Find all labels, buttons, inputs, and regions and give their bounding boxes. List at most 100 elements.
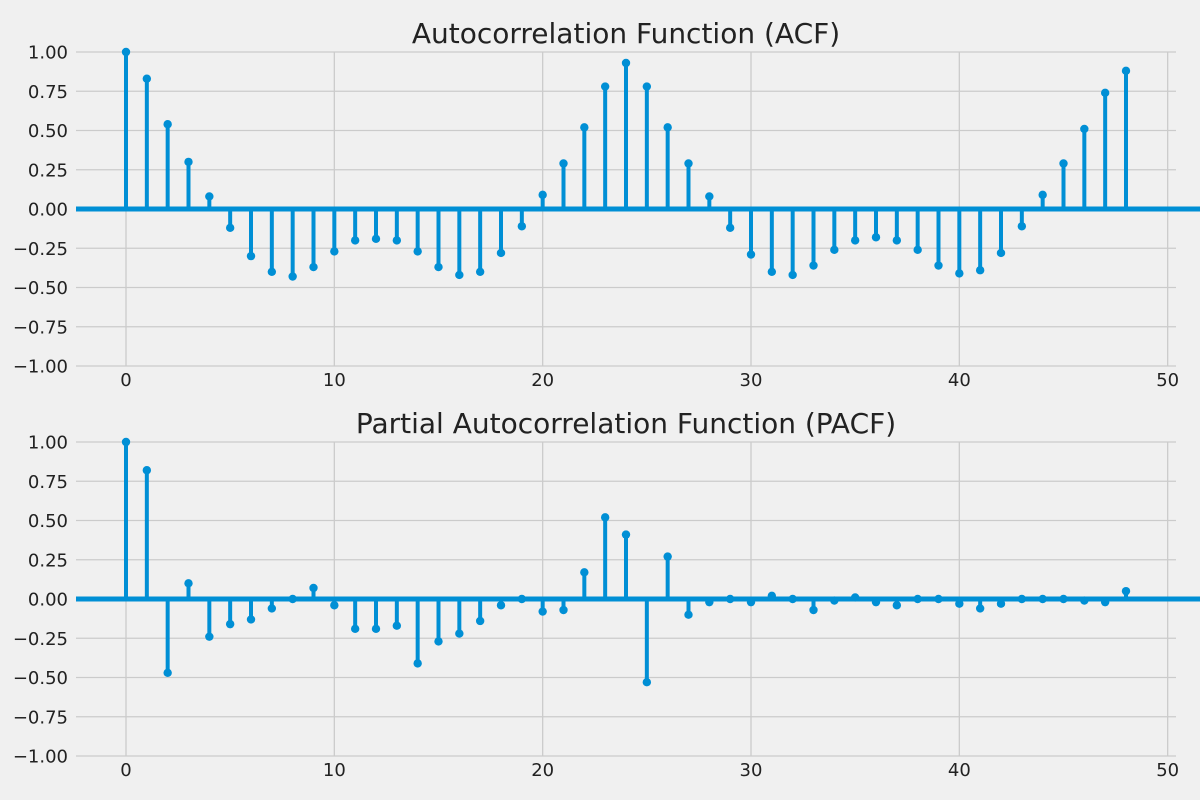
pacf-stem-marker xyxy=(121,437,131,447)
pacf-stem-marker xyxy=(350,624,360,634)
acf-stem-marker xyxy=(850,236,860,245)
acf-stem-marker xyxy=(455,270,464,280)
pacf-x-tick-label: 40 xyxy=(948,760,971,781)
pacf-stem-marker xyxy=(246,615,256,624)
acf-stem-marker xyxy=(580,123,589,132)
acf-stem-marker xyxy=(955,269,964,278)
acf-stem-marker xyxy=(121,47,131,57)
acf-stem-marker xyxy=(1059,159,1068,168)
acf-stem-marker xyxy=(809,261,818,270)
pacf-stem-marker xyxy=(142,466,152,475)
acf-stem-marker xyxy=(725,223,735,233)
pacf-stem-marker xyxy=(371,624,381,634)
acf-stem-marker xyxy=(288,272,297,281)
pacf-y-tick-label: 0.75 xyxy=(28,472,68,493)
acf-stem-marker xyxy=(892,236,902,245)
acf-stem-marker xyxy=(330,247,339,256)
acf-stem-marker xyxy=(309,262,318,272)
acf-stem-marker xyxy=(475,267,485,276)
pacf-stem-marker xyxy=(455,629,464,638)
pacf-x-tick-label: 30 xyxy=(740,760,763,781)
acf-y-tick-label: −0.50 xyxy=(13,278,68,299)
pacf-panel: Partial Autocorrelation Function (PACF) … xyxy=(13,407,1200,781)
pacf-stem-marker xyxy=(892,601,902,610)
acf-stem-marker xyxy=(934,261,943,270)
pacf-stem-marker xyxy=(475,616,485,626)
acf-stem-marker xyxy=(225,223,235,233)
acf-stem-marker xyxy=(496,248,506,258)
pacf-x-tick-label: 10 xyxy=(323,760,346,781)
acf-stem-marker xyxy=(788,270,797,280)
acf-stem-marker xyxy=(913,245,922,255)
acf-stem-marker xyxy=(746,250,756,259)
acf-stem-marker xyxy=(621,58,631,68)
pacf-y-tick-label: 0.00 xyxy=(28,590,68,611)
acf-y-tick-label: 0.75 xyxy=(28,82,68,103)
acf-stem-marker xyxy=(163,120,172,129)
pacf-stem-marker xyxy=(809,605,818,615)
acf-stem-marker xyxy=(975,266,985,275)
pacf-y-tick-label: −1.00 xyxy=(13,747,68,768)
acf-panel: Autocorrelation Function (ACF) −1.00 −0.7… xyxy=(13,17,1200,391)
pacf-stem-marker xyxy=(642,678,652,687)
acf-stem-marker xyxy=(538,190,547,200)
acf-stem-marker xyxy=(1100,88,1110,98)
acf-stem-marker xyxy=(600,82,610,91)
pacf-y-tick-label: −0.25 xyxy=(13,629,68,650)
acf-stem-marker xyxy=(642,82,652,91)
acf-stem-marker xyxy=(830,245,839,255)
pacf-stem-marker xyxy=(538,607,547,616)
acf-y-tick-label: −0.75 xyxy=(13,317,68,338)
pacf-stem-marker xyxy=(996,599,1006,608)
pacf-stem-marker xyxy=(663,552,672,561)
acf-stem-marker xyxy=(871,233,881,242)
pacf-x-tick-label: 20 xyxy=(531,760,554,781)
pacf-chart-title: Partial Autocorrelation Function (PACF) xyxy=(356,407,896,440)
pacf-stem-marker xyxy=(600,513,610,522)
acf-stem-marker xyxy=(559,159,568,168)
pacf-stem-marker xyxy=(330,601,339,610)
acf-stem-marker xyxy=(205,192,214,201)
acf-x-tick-label: 50 xyxy=(1156,370,1179,391)
acf-stem-marker xyxy=(663,123,672,132)
pacf-stem-marker xyxy=(392,621,402,630)
pacf-stem-marker xyxy=(413,659,422,668)
pacf-stem-marker xyxy=(163,668,172,677)
pacf-stem-marker xyxy=(496,601,506,610)
acf-stem-marker xyxy=(434,262,443,272)
acf-x-tick-label: 0 xyxy=(120,370,131,391)
acf-y-tick-label: 0.00 xyxy=(28,200,68,221)
pacf-stem-marker xyxy=(955,599,964,608)
acf-stem-marker xyxy=(1038,190,1047,200)
pacf-stem-marker xyxy=(184,579,193,588)
acf-stem-marker xyxy=(142,74,152,83)
pacf-stem-marker xyxy=(1121,586,1131,596)
acf-stem-marker xyxy=(767,267,777,276)
acf-x-tick-label: 30 xyxy=(740,370,763,391)
acf-x-tick-label: 10 xyxy=(323,370,346,391)
pacf-stem-marker xyxy=(975,604,985,613)
acf-stem-marker xyxy=(392,236,402,245)
acf-stem-marker xyxy=(684,159,693,168)
acf-stem-marker xyxy=(184,157,193,167)
acf-stem-marker xyxy=(705,192,714,201)
acf-stem-marker xyxy=(517,222,527,231)
acf-stem-marker xyxy=(267,267,277,276)
acf-stem-marker xyxy=(246,251,256,261)
pacf-x-tick-label: 0 xyxy=(120,760,131,781)
pacf-stem-marker xyxy=(225,619,235,629)
pacf-stem-marker xyxy=(309,583,318,593)
pacf-stem-marker xyxy=(580,568,589,577)
acf-stem-marker xyxy=(1121,66,1131,76)
acf-stem-marker xyxy=(996,248,1006,258)
acf-y-tick-label: −0.25 xyxy=(13,239,68,260)
acf-stem-marker xyxy=(371,234,381,244)
pacf-stem-marker xyxy=(434,637,443,646)
pacf-stem-marker xyxy=(559,605,568,615)
pacf-stem-marker xyxy=(684,610,693,619)
pacf-y-tick-label: −0.75 xyxy=(13,707,68,728)
acf-y-tick-label: 0.50 xyxy=(28,121,68,142)
acf-stem-marker xyxy=(413,247,422,256)
